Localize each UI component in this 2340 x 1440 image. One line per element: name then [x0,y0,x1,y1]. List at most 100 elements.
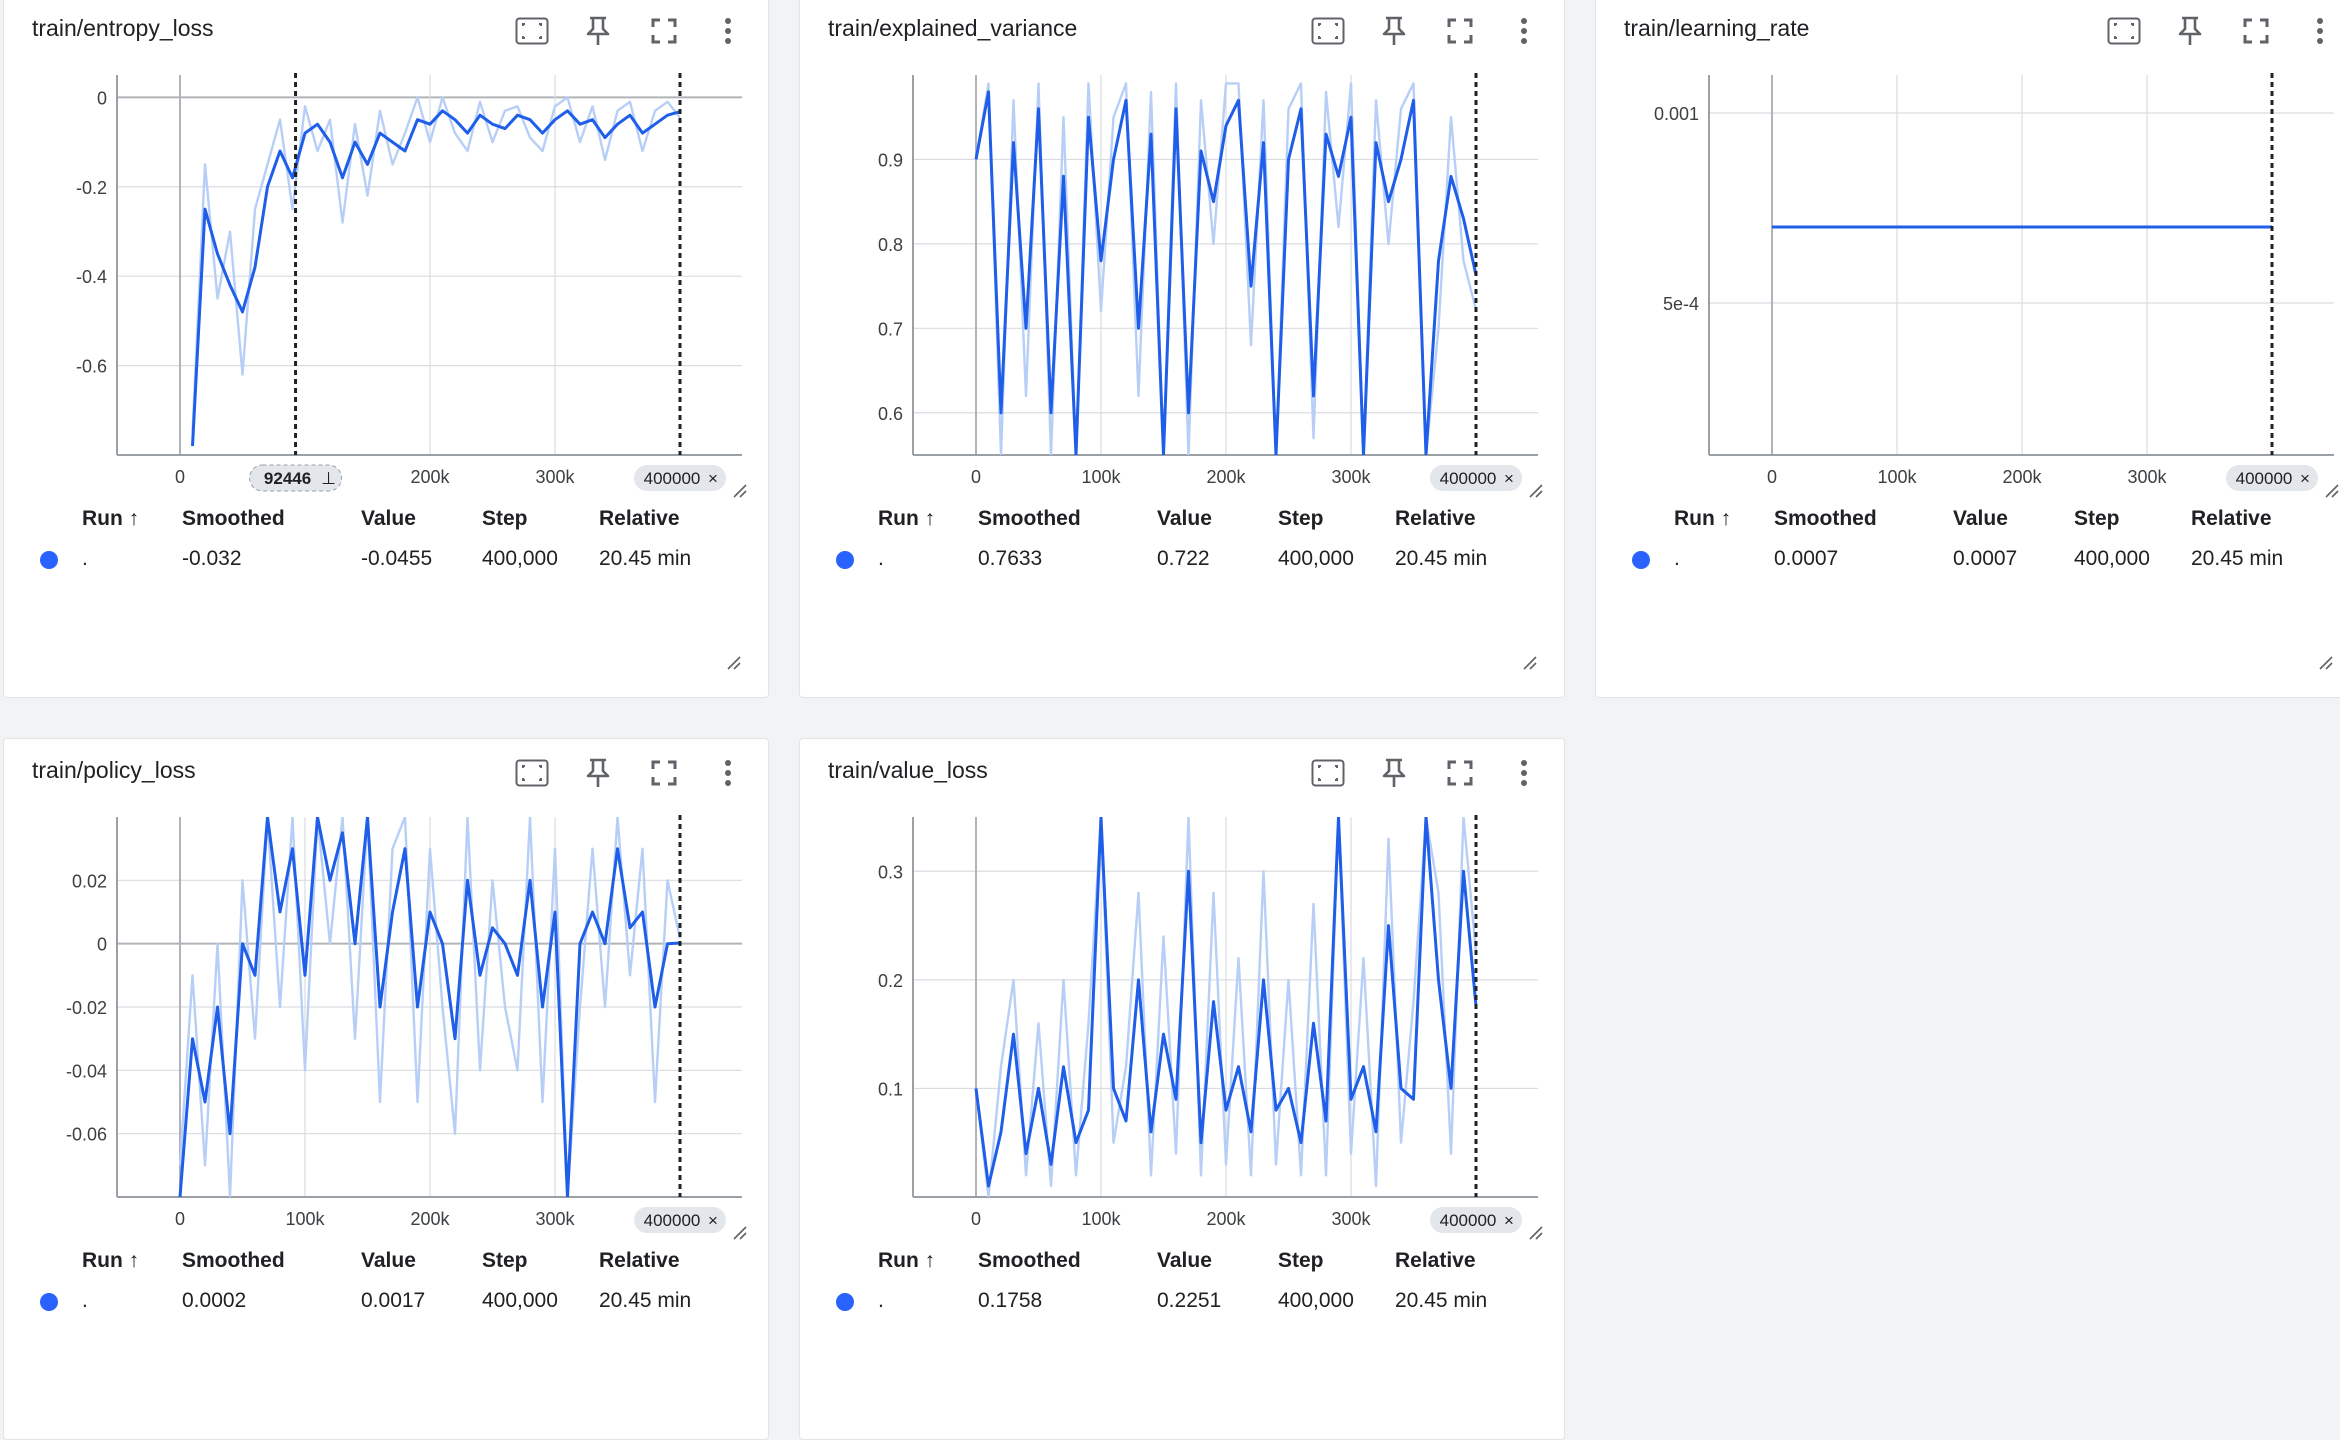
close-icon[interactable]: × [1504,1211,1514,1230]
fullscreen-button[interactable] [644,11,684,51]
chart-plot[interactable]: 0 -0.2 -0.4 -0.6 0 200k 300k 92446 ⊥ 400000 × [4,57,769,507]
fit-domain-button[interactable] [512,753,552,793]
step-marker-chip[interactable]: 400000 × [634,465,726,491]
run-color-swatch[interactable] [1632,551,1650,569]
col-header-run[interactable]: Run ↑ [82,507,140,530]
pin-icon[interactable]: ⊥ [321,469,336,488]
pin-button[interactable] [1374,11,1414,51]
col-header-relative[interactable]: Relative [599,1249,680,1272]
more-options-button[interactable] [708,753,748,793]
fullscreen-icon [1447,760,1473,786]
col-header-smoothed[interactable]: Smoothed [1774,507,1877,530]
pin-button[interactable] [578,11,618,51]
pin-button[interactable] [578,753,618,793]
step-marker-chip[interactable]: 400000 × [634,1207,726,1233]
chip-label: 400000 [1440,1211,1497,1230]
step-marker-chip[interactable]: 400000 × [2226,465,2318,491]
col-header-smoothed[interactable]: Smoothed [182,507,285,530]
resize-handle-icon[interactable] [1522,655,1538,671]
run-color-swatch[interactable] [836,1293,854,1311]
pin-icon [1381,758,1407,788]
more-options-button[interactable] [2300,11,2340,51]
fit-domain-button[interactable] [2104,11,2144,51]
chart-plot[interactable]: 0.02 0 -0.02 -0.04 -0.06 0 100k 200k 300k 400000 × [4,799,769,1249]
run-color-swatch[interactable] [836,551,854,569]
plot-resize-icon[interactable] [2325,484,2339,498]
col-header-value[interactable]: Value [361,1249,416,1272]
chart-card-value-loss: train/value_loss 0.3 0.2 0.1 0 100k 200k 300k 4… [799,738,1565,1440]
col-header-step[interactable]: Step [482,1249,528,1272]
col-header-run[interactable]: Run ↑ [878,507,936,530]
cell-smoothed: 0.0002 [182,1289,247,1312]
pin-button[interactable] [2170,11,2210,51]
plot-resize-icon[interactable] [1529,1226,1543,1240]
pin-button[interactable] [1374,753,1414,793]
cell-smoothed: -0.032 [182,547,242,570]
col-header-relative[interactable]: Relative [1395,507,1476,530]
x-tick-label: 200k [1206,1209,1246,1229]
close-icon[interactable]: × [1504,469,1514,488]
col-header-smoothed[interactable]: Smoothed [182,1249,285,1272]
chart-card-policy-loss: train/policy_loss 0.02 0 -0.02 -0.04 -0.06 0 1… [3,738,769,1440]
raw-series-line [974,817,1478,1197]
col-header-relative[interactable]: Relative [599,507,680,530]
cell-step: 400,000 [1278,1289,1354,1312]
col-header-run[interactable]: Run ↑ [82,1249,140,1272]
col-header-value[interactable]: Value [1953,507,2008,530]
fullscreen-button[interactable] [644,753,684,793]
col-header-relative[interactable]: Relative [2191,507,2272,530]
fullscreen-button[interactable] [1440,753,1480,793]
fit-domain-button[interactable] [1308,753,1348,793]
col-header-smoothed[interactable]: Smoothed [978,1249,1081,1272]
col-header-step[interactable]: Step [482,507,528,530]
x-tick-label: 300k [535,1209,575,1229]
x-tick-label: 300k [2127,467,2167,487]
run-color-swatch[interactable] [40,1293,58,1311]
y-tick-label: 0.9 [878,150,903,170]
chart-plot[interactable]: 0.9 0.8 0.7 0.6 0 100k 200k 300k 400000 × [800,57,1565,507]
col-header-relative[interactable]: Relative [1395,1249,1476,1272]
cell-run: . [1674,547,1680,570]
resize-handle-icon[interactable] [2318,655,2334,671]
cell-step: 400,000 [482,1289,558,1312]
x-tick-label: 200k [2002,467,2042,487]
more-vert-icon [1519,759,1529,787]
col-header-value[interactable]: Value [1157,507,1212,530]
col-header-step[interactable]: Step [2074,507,2120,530]
fullscreen-button[interactable] [2236,11,2276,51]
plot-resize-icon[interactable] [1529,484,1543,498]
step-marker-chip[interactable]: 400000 × [1430,465,1522,491]
cell-relative: 20.45 min [2191,547,2284,570]
close-icon[interactable]: × [708,469,718,488]
close-icon[interactable]: × [2300,469,2310,488]
x-tick-label: 0 [175,1209,185,1229]
step-marker-chip[interactable]: 400000 × [1430,1207,1522,1233]
run-color-swatch[interactable] [40,551,58,569]
resize-handle-icon[interactable] [726,655,742,671]
col-header-value[interactable]: Value [361,507,416,530]
col-header-smoothed[interactable]: Smoothed [978,507,1081,530]
chart-plot[interactable]: 0.3 0.2 0.1 0 100k 200k 300k 400000 × [800,799,1565,1249]
plot-resize-icon[interactable] [733,484,747,498]
col-header-step[interactable]: Step [1278,1249,1324,1272]
pin-icon [2177,16,2203,46]
cell-value: 0.2251 [1157,1289,1222,1312]
chip-background [2226,465,2318,491]
col-header-value[interactable]: Value [1157,1249,1212,1272]
plot-resize-icon[interactable] [733,1226,747,1240]
more-options-button[interactable] [1504,753,1544,793]
more-options-button[interactable] [708,11,748,51]
close-icon[interactable]: × [708,1211,718,1230]
more-options-button[interactable] [1504,11,1544,51]
chip-background [1430,465,1522,491]
chart-plot[interactable]: 0.001 5e-4 0 100k 200k 300k 400000 × [1596,57,2340,507]
step-marker-chip[interactable]: 92446 ⊥ [249,464,343,492]
fit-domain-button[interactable] [512,11,552,51]
fullscreen-button[interactable] [1440,11,1480,51]
col-header-run[interactable]: Run ↑ [878,1249,936,1272]
fit-domain-icon [1311,759,1345,787]
fit-domain-button[interactable] [1308,11,1348,51]
col-header-step[interactable]: Step [1278,507,1324,530]
col-header-run[interactable]: Run ↑ [1674,507,1732,530]
fullscreen-icon [1447,18,1473,44]
